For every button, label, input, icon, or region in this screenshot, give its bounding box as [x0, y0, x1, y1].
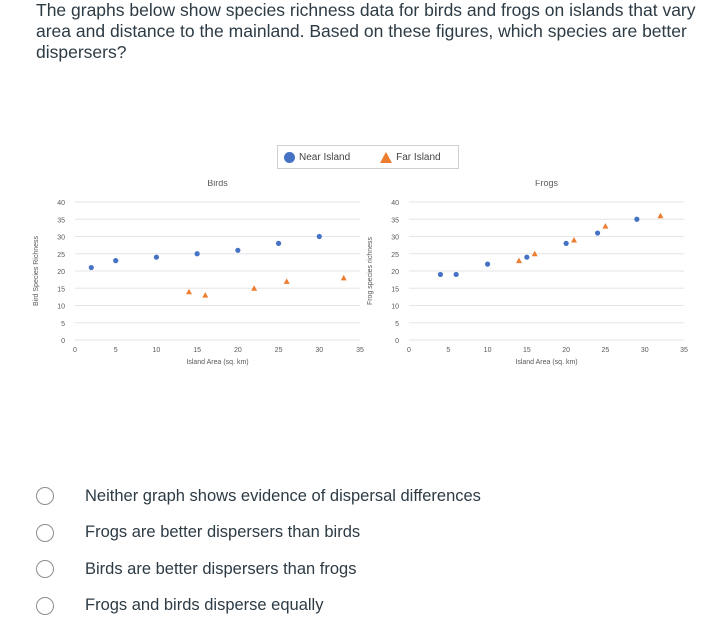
y-tick-label: 25	[391, 252, 399, 259]
x-tick-label: 15	[193, 347, 201, 354]
y-tick-label: 0	[61, 338, 65, 345]
radio-button[interactable]	[36, 523, 54, 542]
far-island-marker	[380, 151, 393, 163]
answer-option-label: Frogs and birds disperse equally	[85, 596, 324, 615]
x-tick-label: 30	[315, 347, 323, 354]
data-point-near-island	[437, 271, 444, 278]
data-point-far-island	[657, 212, 664, 219]
y-tick-label: 35	[391, 217, 399, 224]
answer-option[interactable]: Frogs and birds disperse equally	[36, 588, 481, 625]
x-tick-label: 35	[680, 347, 688, 354]
y-tick-label: 30	[57, 235, 65, 242]
x-tick-label: 0	[407, 347, 411, 354]
answer-option-label: Frogs are better dispersers than birds	[85, 523, 361, 542]
y-axis-label: Frog species richness	[367, 236, 374, 305]
data-point-near-island	[484, 261, 491, 267]
answer-option[interactable]: Neither graph shows evidence of dispersa…	[36, 478, 481, 515]
data-point-near-island	[153, 254, 160, 260]
answer-option[interactable]: Birds are better dispersers than frogs	[36, 551, 481, 588]
x-tick-label: 0	[73, 347, 77, 354]
x-tick-label: 25	[602, 347, 610, 354]
chart-legend: Near Island Far Island	[277, 145, 459, 169]
legend-far-island: Far Island	[380, 151, 441, 163]
question-text: The graphs below show species richness d…	[36, 0, 696, 62]
legend-near-island: Near Island	[284, 151, 351, 163]
answer-option[interactable]: Frogs are better dispersers than birds	[36, 515, 481, 552]
radio-button[interactable]	[36, 596, 54, 615]
x-axis-label: Island Area (sq. km)	[186, 359, 248, 366]
y-tick-label: 10	[391, 304, 399, 311]
y-tick-label: 5	[61, 321, 65, 328]
x-tick-label: 20	[234, 347, 242, 354]
answer-option-label: Birds are better dispersers than frogs	[85, 559, 357, 578]
y-tick-label: 15	[57, 286, 65, 293]
y-tick-label: 25	[57, 252, 65, 259]
y-tick-label: 40	[57, 200, 65, 207]
y-tick-label: 35	[57, 217, 65, 224]
chart-title: Frogs	[535, 180, 559, 188]
legend-near-label: Near Island	[299, 151, 351, 163]
x-tick-label: 5	[446, 347, 450, 354]
x-tick-label: 25	[275, 347, 283, 354]
y-tick-label: 20	[57, 269, 65, 276]
birds-scatter-chart: Birds 0 5 10 15 20 25 30 35 40 0 5 10 15 20 25 30 35 Islan…	[33, 180, 364, 366]
data-point-far-island	[186, 288, 192, 295]
frogs-scatter-chart: Frogs 0 5 10 15 20 25 30 35 40 0 5 10 15 20 25 30 35 Islan…	[367, 180, 688, 366]
data-point-near-island	[275, 240, 282, 246]
x-tick-label: 15	[523, 347, 531, 354]
answer-options: Neither graph shows evidence of dispersa…	[36, 478, 481, 624]
plot-group: Frogs 0 5 10 15 20 25 30 35 40 0 5 10 15 20 25 30 35 Islan…	[367, 180, 688, 366]
y-tick-label: 15	[391, 286, 399, 293]
data-point-far-island	[571, 236, 577, 243]
radio-button[interactable]	[36, 487, 54, 506]
chart-title: Birds	[207, 180, 228, 188]
y-tick-label: 0	[395, 338, 399, 345]
data-point-near-island	[235, 247, 241, 253]
answer-option-label: Neither graph shows evidence of dispersa…	[85, 486, 481, 505]
y-tick-label: 5	[395, 321, 399, 328]
data-point-near-island	[563, 240, 569, 246]
data-point-far-island	[602, 223, 609, 229]
data-point-near-island	[524, 254, 530, 260]
x-tick-label: 20	[562, 347, 570, 354]
legend-far-label: Far Island	[396, 151, 441, 163]
x-axis-label: Island Area (sq. km)	[515, 359, 577, 366]
x-tick-label: 10	[153, 347, 161, 354]
y-tick-label: 30	[391, 235, 399, 242]
data-point-far-island	[531, 250, 538, 257]
data-point-far-island	[340, 274, 347, 281]
y-axis-label: Bird Species Richness	[33, 235, 40, 306]
data-point-near-island	[88, 264, 94, 271]
data-point-near-island	[316, 233, 322, 240]
y-tick-label: 40	[391, 200, 399, 207]
data-point-near-island	[594, 230, 601, 236]
x-tick-label: 10	[484, 347, 492, 354]
data-point-near-island	[453, 271, 459, 278]
y-tick-label: 20	[391, 269, 399, 276]
data-point-far-island	[516, 257, 522, 264]
radio-button[interactable]	[36, 560, 54, 579]
data-point-far-island	[283, 278, 290, 284]
data-point-far-island	[202, 292, 209, 298]
data-point-far-island	[251, 285, 258, 291]
x-tick-label: 35	[356, 347, 364, 354]
data-point-near-island	[113, 258, 119, 264]
data-point-near-island	[194, 251, 200, 257]
x-tick-label: 5	[114, 347, 118, 354]
y-tick-label: 10	[57, 304, 65, 311]
data-point-near-island	[634, 216, 640, 222]
near-island-marker	[284, 151, 295, 163]
plot-group: Birds 0 5 10 15 20 25 30 35 40 0 5 10 15 20 25 30 35 Islan…	[33, 180, 364, 366]
x-tick-label: 30	[641, 347, 649, 354]
